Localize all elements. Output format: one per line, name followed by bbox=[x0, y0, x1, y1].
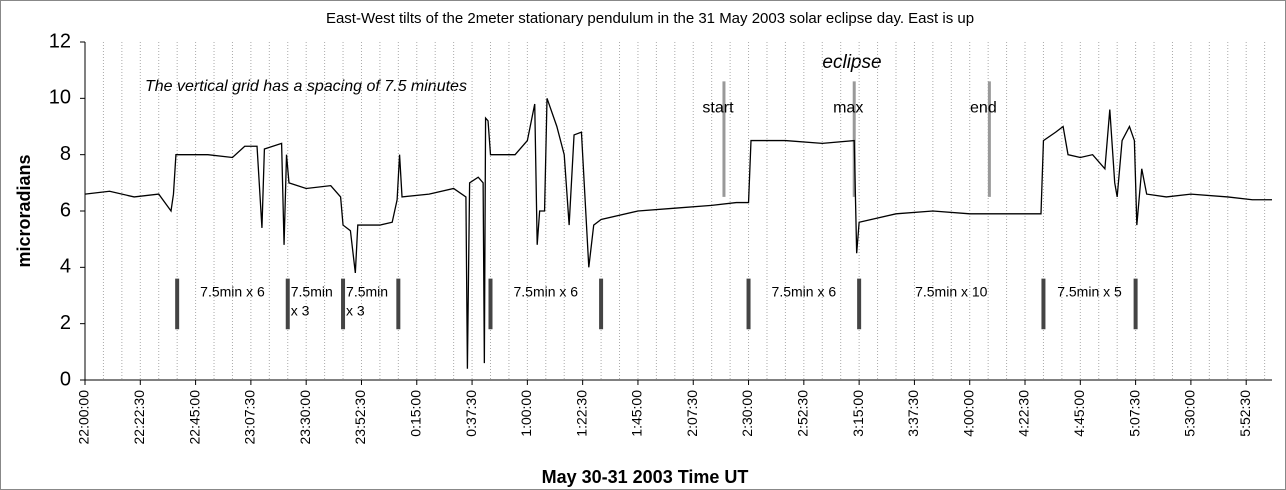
x-tick-label: 5:52:30 bbox=[1237, 390, 1253, 437]
x-tick-label: 0:15:00 bbox=[407, 390, 423, 437]
x-tick-label: 2:52:30 bbox=[795, 390, 811, 437]
interval-label: 7.5min x 6 bbox=[200, 283, 265, 299]
interval-label: 7.5min bbox=[346, 283, 388, 299]
eclipse-marker-label: start bbox=[702, 100, 734, 117]
x-tick-label: 22:45:00 bbox=[186, 390, 202, 445]
x-tick-label: 1:00:00 bbox=[518, 390, 534, 437]
interval-label: x 3 bbox=[346, 302, 365, 318]
x-tick-label: 23:52:30 bbox=[352, 390, 368, 445]
x-tick-label: 2:30:00 bbox=[739, 390, 755, 437]
y-tick-label: 10 bbox=[49, 87, 71, 109]
eclipse-label: eclipse bbox=[822, 52, 881, 73]
x-tick-label: 1:22:30 bbox=[573, 390, 589, 437]
data-line bbox=[84, 98, 1272, 369]
eclipse-marker-label: end bbox=[970, 100, 997, 117]
interval-label: 7.5min x 6 bbox=[513, 283, 578, 299]
x-tick-label: 0:37:30 bbox=[463, 390, 479, 437]
x-tick-label: 3:37:30 bbox=[905, 390, 921, 437]
x-axis-label: May 30-31 2003 Time UT bbox=[542, 467, 749, 487]
x-tick-label: 3:15:00 bbox=[850, 390, 866, 437]
y-tick-label: 12 bbox=[49, 30, 71, 52]
chart-title: East-West tilts of the 2meter stationary… bbox=[326, 10, 974, 27]
x-tick-label: 4:22:30 bbox=[1016, 390, 1032, 437]
y-tick-label: 4 bbox=[60, 256, 71, 278]
note: The vertical grid has a spacing of 7.5 m… bbox=[145, 78, 467, 95]
x-tick-label: 22:22:30 bbox=[131, 390, 147, 445]
y-axis-label: microradians bbox=[14, 154, 34, 267]
x-tick-label: 4:00:00 bbox=[960, 390, 976, 437]
interval-label: 7.5min bbox=[291, 283, 333, 299]
interval-label: 7.5min x 10 bbox=[915, 283, 988, 299]
x-tick-label: 5:30:00 bbox=[1182, 390, 1198, 437]
interval-label: x 3 bbox=[291, 302, 310, 318]
x-tick-label: 2:07:30 bbox=[684, 390, 700, 437]
x-tick-label: 1:45:00 bbox=[629, 390, 645, 437]
y-tick-label: 8 bbox=[60, 143, 71, 165]
interval-label: 7.5min x 5 bbox=[1057, 283, 1122, 299]
interval-label: 7.5min x 6 bbox=[772, 283, 837, 299]
y-tick-label: 2 bbox=[60, 312, 71, 334]
y-tick-label: 0 bbox=[60, 368, 71, 390]
eclipse-marker-label: max bbox=[833, 100, 863, 117]
x-tick-label: 5:07:30 bbox=[1126, 390, 1142, 437]
x-tick-label: 23:07:30 bbox=[242, 390, 258, 445]
y-tick-label: 6 bbox=[60, 199, 71, 221]
x-tick-label: 4:45:00 bbox=[1071, 390, 1087, 437]
x-tick-label: 22:00:00 bbox=[76, 390, 92, 445]
x-tick-label: 23:30:00 bbox=[297, 390, 313, 445]
